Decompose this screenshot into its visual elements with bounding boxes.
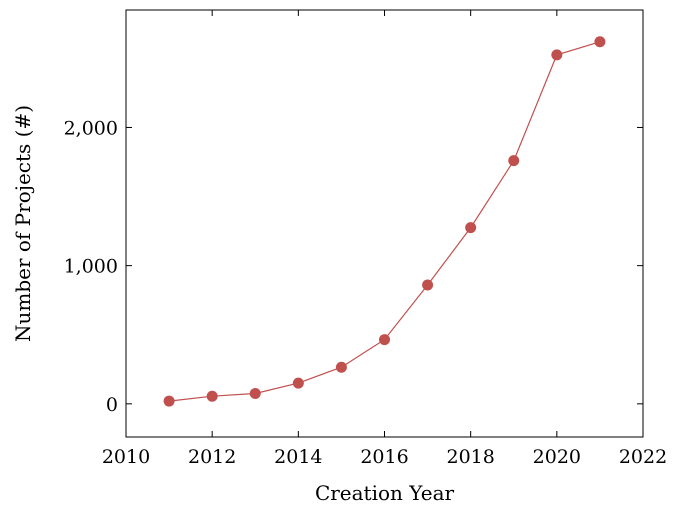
series-line (169, 41, 601, 402)
y-axis-title: Number of Projects (#) (11, 105, 35, 342)
data-point (465, 222, 477, 234)
y-tick-label: 0 (106, 394, 118, 416)
data-point (249, 387, 261, 399)
x-tick-label: 2014 (274, 446, 322, 468)
x-tick-label: 2018 (446, 446, 494, 468)
y-tick-label: 2,000 (64, 117, 118, 139)
data-point (163, 395, 175, 407)
data-point (551, 49, 563, 61)
data-point (422, 279, 434, 291)
data-point (292, 377, 304, 389)
y-tick-label: 1,000 (64, 256, 118, 278)
x-tick-label: 2022 (619, 446, 667, 468)
data-point (594, 36, 606, 48)
plot-frame (125, 9, 644, 438)
data-point (206, 390, 218, 402)
x-tick-label: 2020 (533, 446, 581, 468)
data-point (335, 361, 347, 373)
data-point (379, 334, 390, 346)
tick-labels: 2010 2012 2014 2016 2018 2020 2022 0 1,000 2,000 (64, 117, 668, 468)
data-point (508, 155, 520, 167)
axis-ticks (125, 10, 644, 437)
x-tick-label: 2012 (188, 446, 236, 468)
data-series (163, 36, 606, 407)
x-axis-title: Creation Year (315, 481, 455, 505)
x-tick-label: 2010 (102, 446, 150, 468)
x-tick-label: 2016 (360, 446, 408, 468)
